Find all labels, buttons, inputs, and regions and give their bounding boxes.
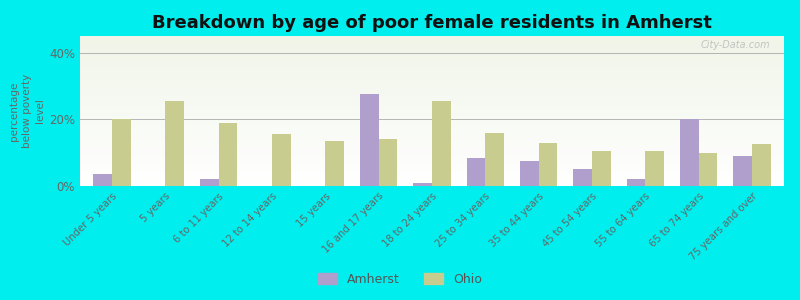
Bar <box>752 144 770 186</box>
Bar <box>680 119 698 186</box>
Bar <box>698 153 718 186</box>
Bar <box>626 179 646 186</box>
Bar <box>272 134 290 186</box>
Bar <box>486 133 504 186</box>
Bar <box>112 119 130 186</box>
Bar <box>734 156 752 186</box>
Bar <box>218 123 238 186</box>
Legend: Amherst, Ohio: Amherst, Ohio <box>313 268 487 291</box>
Bar <box>360 94 378 186</box>
Text: City-Data.com: City-Data.com <box>700 40 770 50</box>
Bar <box>200 179 218 186</box>
Bar <box>166 101 184 186</box>
Bar <box>538 143 558 186</box>
Title: Breakdown by age of poor female residents in Amherst: Breakdown by age of poor female resident… <box>152 14 712 32</box>
Bar <box>432 101 450 186</box>
Bar <box>520 161 538 186</box>
Bar <box>574 169 592 186</box>
Y-axis label: percentage
below poverty
level: percentage below poverty level <box>9 74 45 148</box>
Bar <box>414 183 432 186</box>
Bar <box>592 151 610 186</box>
Bar <box>646 151 664 186</box>
Bar <box>326 141 344 186</box>
Bar <box>466 158 486 186</box>
Bar <box>94 174 112 186</box>
Bar <box>378 139 398 186</box>
